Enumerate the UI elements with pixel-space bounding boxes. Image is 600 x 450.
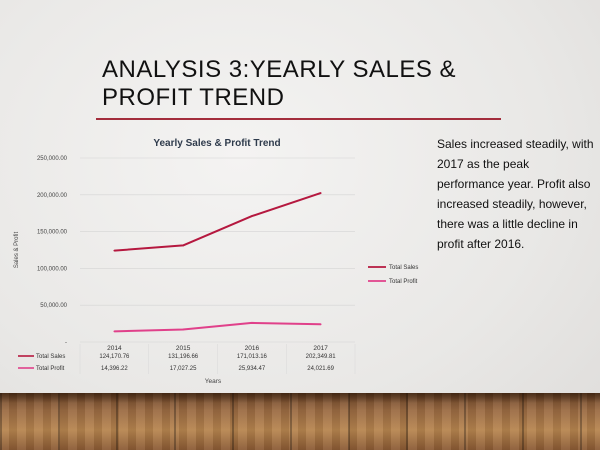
table-row-label: Total Profit bbox=[36, 366, 65, 372]
data-table-value: 171,013.16 bbox=[237, 354, 268, 360]
legend-label: Total Sales bbox=[389, 265, 418, 271]
x-tick-label: 2014 bbox=[107, 345, 122, 352]
data-point bbox=[250, 215, 253, 218]
data-point bbox=[182, 244, 185, 247]
title-divider bbox=[96, 118, 501, 120]
data-table-value: 17,027.25 bbox=[170, 366, 197, 372]
chart-title: Yearly Sales & Profit Trend bbox=[153, 138, 280, 149]
y-tick-label: - bbox=[65, 340, 67, 346]
data-point bbox=[319, 192, 322, 194]
floor-shadow bbox=[0, 393, 600, 403]
x-tick-label: 2016 bbox=[245, 345, 260, 352]
data-table-value: 24,021.69 bbox=[307, 366, 334, 372]
y-tick-label: 150,000.00 bbox=[37, 230, 68, 236]
legend-label: Total Profit bbox=[389, 279, 418, 285]
data-point bbox=[113, 249, 116, 252]
data-table-value: 124,170.76 bbox=[99, 354, 130, 360]
data-table-value: 25,934.47 bbox=[239, 366, 266, 372]
y-tick-label: 50,000.00 bbox=[40, 303, 67, 309]
data-point bbox=[113, 330, 116, 333]
data-table-value: 202,349.81 bbox=[306, 354, 337, 360]
table-row-label: Total Sales bbox=[36, 354, 65, 360]
data-point bbox=[250, 322, 253, 324]
data-point bbox=[319, 323, 322, 326]
series-line-total-profit bbox=[114, 321, 321, 333]
y-tick-label: 250,000.00 bbox=[37, 156, 68, 162]
x-tick-label: 2015 bbox=[176, 345, 191, 352]
data-table-value: 131,196.66 bbox=[168, 354, 199, 360]
summary-text: Sales increased steadily, with 2017 as t… bbox=[437, 137, 594, 251]
y-tick-label: 200,000.00 bbox=[37, 193, 68, 199]
data-point bbox=[182, 328, 185, 331]
data-table-value: 14,396.22 bbox=[101, 366, 128, 372]
series-line-total-sales bbox=[114, 192, 321, 252]
y-tick-label: 100,000.00 bbox=[37, 266, 68, 272]
y-axis-title: Sales & Profit bbox=[14, 231, 20, 268]
x-tick-label: 2017 bbox=[313, 345, 328, 352]
slide-title: Analysis 3:Yearly Sales & Profit Trend bbox=[102, 56, 457, 111]
x-axis-title: Years bbox=[205, 378, 222, 385]
